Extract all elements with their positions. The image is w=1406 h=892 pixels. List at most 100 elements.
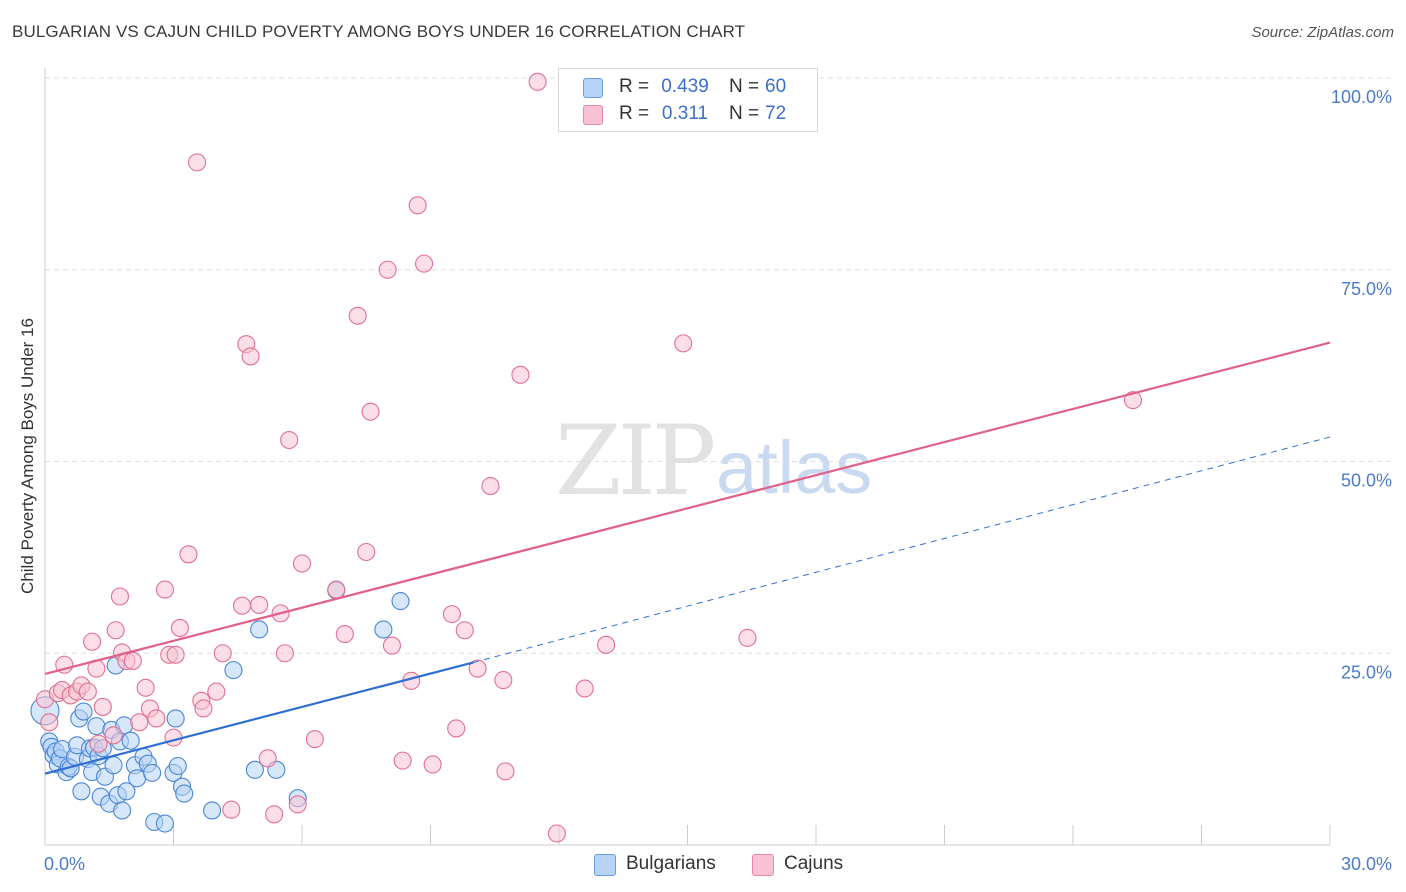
point-cajuns (496, 762, 515, 781)
point-cajuns (104, 726, 123, 745)
legend-swatch-bulgarians (583, 78, 603, 98)
point-bulgarians (113, 801, 132, 820)
legend-n-value: 60 (765, 76, 787, 97)
point-bulgarians (87, 717, 106, 736)
point-cajuns (738, 628, 757, 647)
point-cajuns (348, 306, 367, 325)
legend: R = 0.439 N = 60 R = 0.311 N = 72 (558, 68, 818, 132)
point-bulgarians (391, 592, 410, 611)
point-cajuns (250, 595, 269, 614)
point-cajuns (597, 635, 616, 654)
point-cajuns (280, 430, 299, 450)
point-cajuns (188, 153, 207, 172)
point-cajuns (155, 580, 174, 599)
y-tick-label: 100.0% (1331, 87, 1392, 107)
point-cajuns (468, 659, 487, 678)
legend-r-value: 0.311 (661, 103, 709, 124)
point-bulgarians (245, 760, 264, 779)
axes (44, 68, 1331, 846)
watermark-zip: ZIP (555, 405, 716, 517)
trend-lines (44, 341, 1331, 775)
point-cajuns (179, 545, 198, 564)
point-cajuns (258, 749, 277, 768)
point-cajuns (40, 713, 59, 732)
point-cajuns (528, 72, 547, 91)
point-bulgarians (374, 620, 393, 639)
bottom-legend-swatch-bulgarians (594, 854, 616, 876)
source-label: Source: ZipAtlas.com (1251, 24, 1394, 41)
point-cajuns (83, 632, 102, 651)
point-cajuns (423, 755, 442, 774)
point-bulgarians (104, 756, 123, 775)
legend-n-label: N = (729, 103, 760, 124)
point-cajuns (382, 636, 402, 655)
point-cajuns (442, 605, 461, 624)
point-cajuns (123, 651, 142, 670)
trend-line-cajuns (44, 341, 1331, 676)
y-tick-label: 75.0% (1341, 279, 1392, 299)
y-tick-label: 25.0% (1341, 662, 1392, 682)
point-cajuns (327, 580, 346, 599)
point-cajuns (674, 334, 693, 353)
x-tick-label: 0.0% (44, 854, 85, 874)
point-cajuns (232, 596, 252, 615)
point-cajuns (292, 554, 312, 573)
bottom-legend-label-cajuns: Cajuns (784, 853, 844, 874)
legend-n-value: 72 (765, 103, 787, 124)
point-bulgarians (224, 661, 243, 680)
point-cajuns (275, 644, 294, 663)
point-cajuns (455, 621, 474, 640)
point-cajuns (194, 699, 213, 718)
point-cajuns (136, 678, 155, 697)
point-cajuns (481, 476, 500, 496)
point-cajuns (93, 697, 112, 716)
point-cajuns (106, 621, 125, 640)
point-bulgarians (121, 731, 140, 750)
point-cajuns (335, 625, 354, 644)
point-bulgarians (250, 620, 269, 639)
point-cajuns (207, 682, 226, 701)
point-cajuns (494, 671, 513, 690)
point-cajuns (130, 713, 149, 732)
trend-extension-bulgarians (473, 436, 1331, 663)
point-cajuns (110, 587, 130, 606)
point-cajuns (265, 805, 284, 824)
x-tick-label: 30.0% (1341, 854, 1392, 874)
point-bulgarians (143, 763, 162, 782)
point-cajuns (78, 682, 97, 701)
point-bulgarians (175, 784, 194, 803)
point-cajuns (511, 365, 530, 384)
point-cajuns (164, 728, 183, 747)
point-cajuns (378, 260, 397, 279)
point-cajuns (222, 800, 241, 819)
point-cajuns (1123, 391, 1143, 410)
y-tick-label: 50.0% (1341, 471, 1392, 491)
bottom-legend-label-bulgarians: Bulgarians (626, 853, 716, 874)
point-cajuns (547, 824, 566, 843)
point-cajuns (305, 730, 324, 749)
point-cajuns (288, 795, 307, 814)
point-bulgarians (117, 782, 136, 801)
point-bulgarians (155, 814, 174, 833)
legend-r-label: R = (619, 103, 650, 124)
point-bulgarians (72, 782, 91, 801)
tick-labels: 25.0% 50.0% 75.0% 100.0% 0.0% 30.0% (44, 87, 1392, 874)
grid-lines (45, 77, 1392, 654)
point-cajuns (241, 347, 260, 366)
point-cajuns (357, 542, 376, 562)
point-bulgarians (168, 756, 187, 776)
point-bulgarians (74, 702, 93, 721)
bottom-legend-bulgarians: Bulgarians (594, 852, 734, 876)
point-cajuns (408, 196, 427, 215)
point-cajuns (447, 719, 466, 738)
point-cajuns (166, 645, 185, 664)
point-bulgarians (128, 769, 147, 788)
legend-n-label: N = (729, 76, 760, 97)
chart-title: BULGARIAN VS CAJUN CHILD POVERTY AMONG B… (12, 22, 746, 41)
point-cajuns (415, 254, 434, 273)
point-bulgarians (166, 709, 185, 728)
legend-r-label: R = (619, 76, 650, 97)
point-cajuns (170, 618, 189, 637)
point-cajuns (147, 709, 166, 728)
